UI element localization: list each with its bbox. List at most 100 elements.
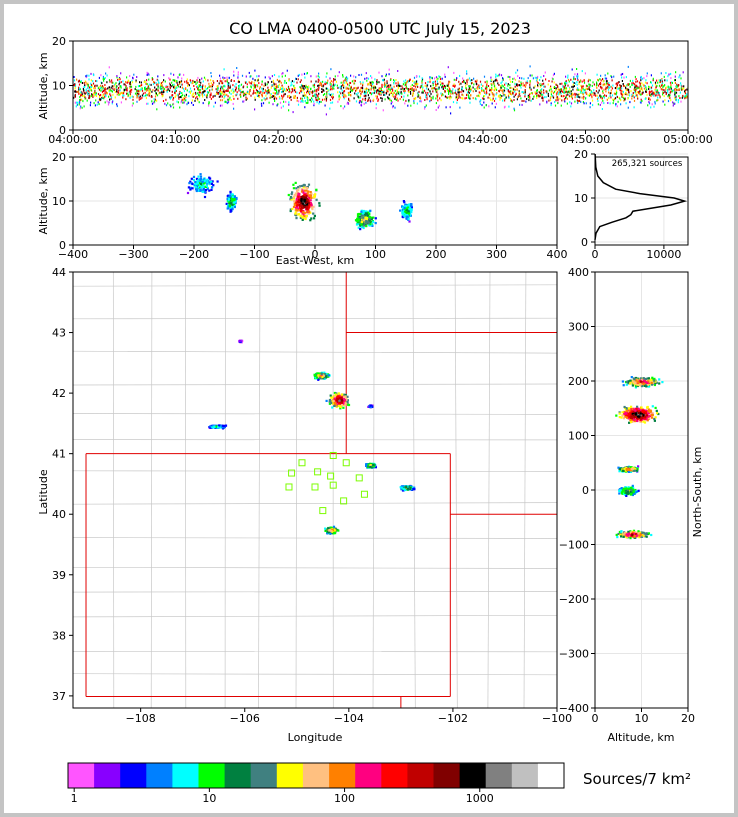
time-altitude-source xyxy=(183,101,185,104)
ew-source xyxy=(407,216,410,219)
time-altitude-source xyxy=(74,87,76,90)
time-altitude-source xyxy=(449,97,451,100)
time-altitude-source xyxy=(583,79,585,82)
time-altitude-source xyxy=(392,92,394,95)
time-altitude-source xyxy=(131,81,134,84)
time-altitude-source xyxy=(551,80,553,83)
time-altitude-source xyxy=(608,97,610,100)
time-altitude-source xyxy=(199,94,201,97)
time-altitude-source xyxy=(631,82,633,85)
time-altitude-source xyxy=(628,94,631,97)
time-altitude-ytick-label: 0 xyxy=(59,124,66,137)
time-altitude-source xyxy=(228,98,230,101)
time-altitude-source xyxy=(679,74,681,77)
time-altitude-source xyxy=(538,95,540,98)
time-altitude-source xyxy=(129,96,131,99)
time-altitude-source xyxy=(186,103,188,106)
time-altitude-source xyxy=(150,83,152,86)
time-altitude-source xyxy=(269,93,271,96)
ew-source xyxy=(407,211,410,214)
time-altitude-source xyxy=(570,105,572,108)
time-altitude-source xyxy=(179,85,181,88)
time-altitude-source xyxy=(653,91,656,94)
time-altitude-source xyxy=(499,89,501,92)
time-altitude-source xyxy=(569,92,571,95)
time-altitude-source xyxy=(459,96,461,99)
time-altitude-source xyxy=(396,90,398,93)
ew-source xyxy=(307,190,310,193)
time-altitude-source xyxy=(273,81,275,84)
time-altitude-source xyxy=(408,99,410,102)
time-altitude-source xyxy=(88,78,90,81)
time-altitude-source xyxy=(154,89,156,92)
county-line xyxy=(73,284,557,287)
time-altitude-source xyxy=(490,89,492,91)
ew-source xyxy=(304,196,307,199)
time-altitude-source xyxy=(220,85,222,88)
time-altitude-source xyxy=(332,86,334,89)
time-altitude-source xyxy=(628,83,630,86)
time-altitude-source xyxy=(280,87,283,90)
time-altitude-source xyxy=(221,95,223,98)
time-altitude-source xyxy=(208,102,210,105)
ew-source xyxy=(292,187,295,190)
time-altitude-source xyxy=(406,81,408,84)
time-altitude-source xyxy=(152,89,154,92)
time-altitude-source xyxy=(301,73,303,76)
time-altitude-source xyxy=(535,92,537,95)
time-altitude-source xyxy=(608,86,610,89)
time-altitude-source xyxy=(449,106,451,109)
time-altitude-source xyxy=(228,91,231,94)
ew-source xyxy=(304,192,307,195)
time-altitude-source xyxy=(307,99,309,102)
time-altitude-source xyxy=(330,80,332,83)
time-altitude-source xyxy=(388,84,390,87)
altitude-histogram-line xyxy=(594,153,688,240)
time-altitude-source xyxy=(80,98,82,101)
time-altitude-source xyxy=(415,84,417,87)
time-altitude-source xyxy=(280,81,282,84)
time-altitude-source xyxy=(409,78,411,81)
time-altitude-source xyxy=(419,86,421,89)
county-line xyxy=(295,272,298,708)
time-altitude-source xyxy=(187,85,189,87)
time-altitude-source xyxy=(646,88,648,91)
time-altitude-source xyxy=(288,87,290,90)
time-altitude-source xyxy=(175,94,177,97)
time-altitude-source xyxy=(668,88,670,91)
ew-source xyxy=(231,205,234,208)
time-altitude-source xyxy=(452,92,454,95)
time-altitude-source xyxy=(331,95,333,98)
ew-source xyxy=(294,192,297,195)
time-altitude-source xyxy=(78,79,80,82)
time-altitude-source xyxy=(529,87,531,90)
time-altitude-source xyxy=(278,80,280,83)
time-altitude-source xyxy=(258,82,260,85)
time-altitude-source xyxy=(113,85,115,88)
time-altitude-source xyxy=(149,92,151,95)
time-altitude-source xyxy=(374,90,376,93)
time-altitude-source xyxy=(605,94,607,97)
time-altitude-source xyxy=(249,75,251,78)
time-altitude-source xyxy=(588,88,590,90)
time-altitude-source xyxy=(117,78,119,81)
time-altitude-source xyxy=(635,80,637,83)
ew-source xyxy=(304,201,308,204)
time-altitude-source xyxy=(674,79,676,82)
time-altitude-source xyxy=(385,75,387,77)
time-altitude-source xyxy=(546,101,548,104)
ew-source xyxy=(233,195,236,199)
source-count-annotation: 265,321 sources xyxy=(612,159,683,169)
ew-source xyxy=(401,210,404,213)
time-altitude-source xyxy=(116,103,118,106)
time-altitude-source xyxy=(307,92,310,95)
time-altitude-source xyxy=(550,88,552,91)
time-altitude-source xyxy=(129,83,131,86)
time-altitude-source xyxy=(411,87,413,90)
time-altitude-source xyxy=(126,89,128,92)
time-altitude-source xyxy=(320,100,322,103)
time-altitude-source xyxy=(167,102,169,105)
time-altitude-source xyxy=(516,98,518,101)
time-altitude-source xyxy=(417,85,419,88)
time-altitude-source xyxy=(393,85,395,88)
